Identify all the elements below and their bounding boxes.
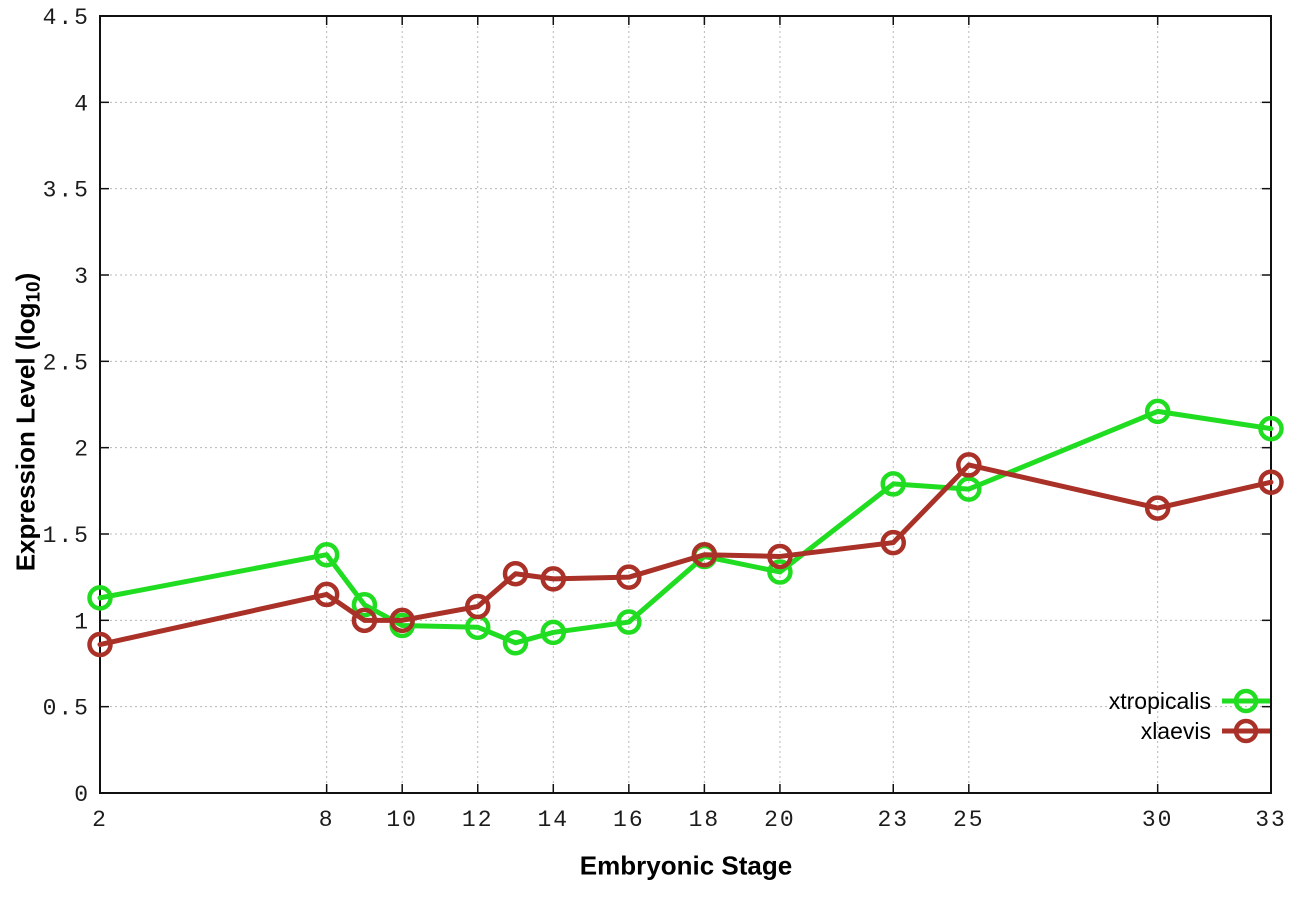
legend-label-xtropicalis: xtropicalis	[1108, 688, 1211, 714]
data-point-xlaevis	[502, 560, 529, 587]
legend-item-xlaevis: xlaevis	[1141, 716, 1272, 746]
data-point-xtropicalis	[502, 630, 529, 656]
data-point-xlaevis	[351, 607, 378, 634]
y-axis-label-subscript: 10	[23, 281, 45, 303]
data-point-xtropicalis	[351, 592, 378, 618]
series-line-xlaevis	[97, 462, 1274, 648]
y-tick-label: 4	[74, 91, 90, 117]
data-point-xlaevis	[880, 529, 907, 556]
y-axis-label: Expression Level (log10)	[10, 272, 45, 572]
data-point-xtropicalis	[1144, 398, 1171, 425]
legend-marker-xtropicalis	[1222, 688, 1270, 714]
legend-point-sample	[1233, 718, 1259, 744]
x-tick-label: 2	[92, 807, 108, 833]
data-point-xlaevis	[1144, 495, 1171, 521]
data-point-xtropicalis	[956, 476, 982, 502]
x-tick-label: 25	[953, 807, 985, 833]
x-tick-label: 18	[689, 807, 721, 833]
data-point-xlaevis	[313, 581, 340, 608]
x-tick-label: 10	[386, 807, 418, 833]
legend: xtropicalis xlaevis	[1109, 686, 1272, 746]
y-axis-label-text: Expression Level (log	[10, 302, 41, 572]
data-point-xlaevis	[87, 631, 113, 658]
y-tick-label: 0	[74, 782, 90, 808]
data-point-xlaevis	[956, 452, 982, 478]
legend-item-xtropicalis: xtropicalis	[1109, 686, 1272, 716]
data-point-xlaevis	[464, 593, 491, 620]
x-tick-label: 8	[319, 807, 335, 833]
data-point-xtropicalis	[616, 609, 642, 635]
y-axis-label-suffix: )	[10, 272, 41, 282]
data-point-xlaevis	[389, 607, 415, 634]
x-tick-label: 16	[613, 807, 645, 833]
x-axis-label: Embryonic Stage	[579, 850, 793, 881]
x-tick-label: 30	[1142, 807, 1174, 833]
data-point-xlaevis	[540, 566, 567, 592]
data-point-xtropicalis	[540, 619, 567, 646]
x-tick-label: 14	[537, 807, 569, 833]
plot-border	[99, 15, 1272, 794]
data-point-xtropicalis	[313, 541, 340, 568]
y-tick-label: 1.5	[43, 523, 90, 549]
data-point-xtropicalis	[880, 471, 907, 497]
data-point-xlaevis	[691, 541, 718, 568]
y-tick-label: 0.5	[43, 696, 90, 722]
data-point-xtropicalis	[87, 585, 113, 611]
x-tick-label: 23	[877, 807, 909, 833]
x-tick-label: 33	[1255, 807, 1287, 833]
data-point-xlaevis	[767, 543, 793, 570]
y-tick-label: 4.5	[43, 5, 90, 31]
data-point-xlaevis	[616, 564, 642, 590]
data-point-xtropicalis	[767, 559, 793, 585]
x-tick-label: 12	[462, 807, 494, 833]
legend-marker-xlaevis	[1222, 718, 1270, 744]
y-tick-label: 1	[74, 609, 90, 635]
legend-label-xlaevis: xlaevis	[1140, 718, 1211, 744]
y-tick-label: 3.5	[43, 178, 90, 204]
y-tick-label: 2.5	[43, 350, 90, 376]
y-tick-label: 2	[74, 437, 90, 463]
data-point-xlaevis	[1258, 469, 1284, 495]
data-point-xtropicalis	[1258, 415, 1284, 442]
legend-point-sample	[1233, 688, 1259, 714]
x-tick-label: 20	[764, 807, 796, 833]
y-tick-label: 3	[74, 264, 90, 290]
